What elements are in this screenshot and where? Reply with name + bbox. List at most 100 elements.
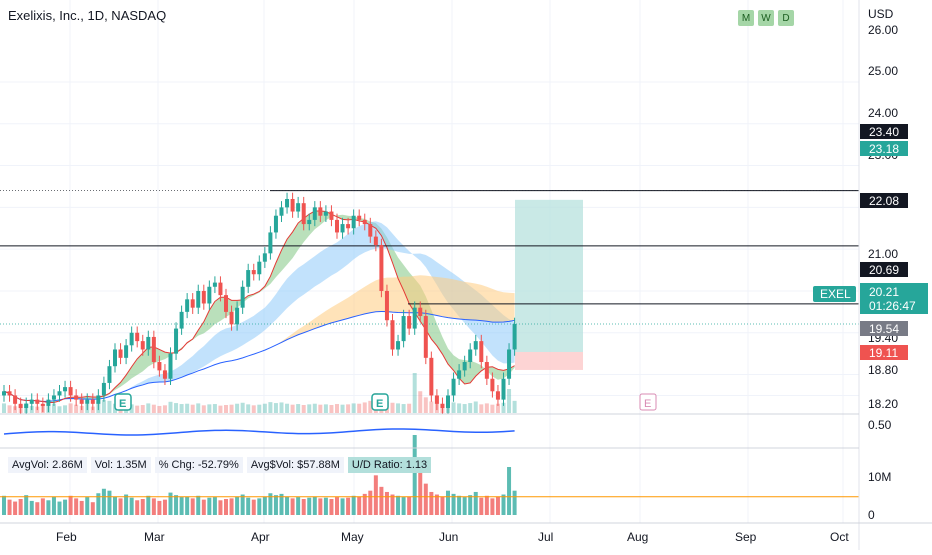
event-marker[interactable]: E [639, 393, 657, 411]
volume-pane-bar [329, 499, 334, 515]
month-label: Mar [144, 530, 165, 544]
volume-pane-bar [351, 495, 356, 515]
candle [140, 341, 145, 350]
candle [174, 328, 179, 354]
timeframe-week-button[interactable]: W [758, 10, 774, 26]
candle [201, 290, 206, 304]
price-label-high: 23.40 [860, 124, 908, 139]
month-label: Sep [735, 530, 757, 544]
volume-pane-bar [290, 498, 295, 515]
candle [85, 399, 90, 404]
svg-text:E: E [644, 398, 651, 410]
volume-pane-bar [346, 497, 351, 515]
volume-pane-bar [168, 492, 173, 515]
price-tick: 21.00 [868, 247, 898, 261]
volume-pane-bar [207, 497, 212, 515]
volume-bar [451, 402, 456, 413]
month-label: May [341, 530, 364, 544]
volume-tick: 0 [868, 508, 875, 522]
volume-pane-bar [85, 497, 90, 515]
volume-pane-bar [479, 497, 484, 515]
candle [462, 362, 467, 371]
volume-bar [7, 405, 12, 413]
volume-pane-bar [268, 493, 273, 515]
candle [46, 399, 51, 406]
volume-bar [351, 403, 356, 413]
volume-pane-bar [13, 501, 18, 515]
volume-bar [412, 373, 417, 413]
volume-bar [423, 397, 428, 413]
candle [429, 357, 434, 396]
volume-pane-bar [40, 498, 45, 515]
candle [229, 311, 234, 325]
candle [2, 391, 6, 396]
candle [240, 286, 245, 308]
timeframe-month-button[interactable]: M [738, 10, 754, 26]
vol-stat: Vol: 1.35M [90, 457, 151, 473]
candle [212, 282, 217, 287]
volume-pane-bar [151, 498, 156, 515]
volume-pane-bar [468, 495, 473, 515]
volume-pane-bar [157, 500, 162, 515]
candle [257, 261, 262, 275]
candle [318, 207, 323, 216]
candle [68, 387, 73, 396]
volume-pane-bar [368, 490, 373, 515]
volume-pane-bar [63, 499, 68, 515]
price-label-resistance: 22.08 [860, 193, 908, 208]
volume-bar [201, 405, 206, 413]
candle [490, 378, 495, 392]
event-marker[interactable]: E [371, 393, 389, 411]
volume-pane-bar [113, 496, 117, 515]
currency-label: USD [868, 7, 894, 21]
candle [113, 349, 117, 367]
volume-bar [296, 404, 301, 413]
volume-pane-bar [440, 496, 445, 515]
event-marker[interactable]: E [114, 393, 132, 411]
volume-pane-bar [235, 496, 240, 515]
candle [57, 391, 62, 396]
volume-pane-bar [7, 499, 12, 515]
volume-pane-bar [451, 493, 456, 515]
volume-bar [251, 405, 256, 413]
volume-pane-bar [74, 498, 79, 515]
candle [457, 370, 462, 379]
candle [468, 349, 473, 363]
price-tick: 18.20 [868, 397, 898, 411]
volume-bar [190, 404, 195, 413]
volume-pane-bar [257, 498, 262, 515]
volume-pane-bar [318, 498, 323, 515]
price-label-last: 20.21 01:26:47 [860, 283, 928, 314]
svg-text:E: E [119, 398, 126, 410]
candle [501, 378, 506, 400]
volume-bar [196, 403, 201, 413]
candle [207, 286, 212, 304]
candle [296, 203, 301, 212]
candle [307, 219, 312, 225]
volume-pane-bar [273, 495, 278, 515]
symbol-label[interactable]: EXEL [813, 286, 856, 302]
volume-pane-bar [196, 495, 201, 515]
volume-bar [512, 400, 517, 413]
month-label: Jul [538, 530, 553, 544]
candle [279, 207, 284, 216]
volume-bar [301, 405, 306, 413]
candle [74, 395, 79, 400]
volume-bar [212, 404, 217, 413]
candle [357, 215, 362, 220]
volume-bar [335, 404, 339, 413]
volume-pane-bar [507, 467, 512, 515]
candle [390, 320, 395, 350]
candle [401, 316, 406, 342]
volume-pane-bar [301, 499, 306, 515]
volume-pane-bar [96, 493, 101, 515]
volume-bar [473, 401, 478, 413]
volume-bar [151, 404, 156, 413]
volume-pane-bar [307, 497, 312, 515]
candle [251, 270, 256, 275]
timeframe-day-button[interactable]: D [778, 10, 794, 26]
candle [440, 403, 445, 408]
volume-bar [140, 405, 145, 413]
volume-bar [368, 400, 373, 413]
